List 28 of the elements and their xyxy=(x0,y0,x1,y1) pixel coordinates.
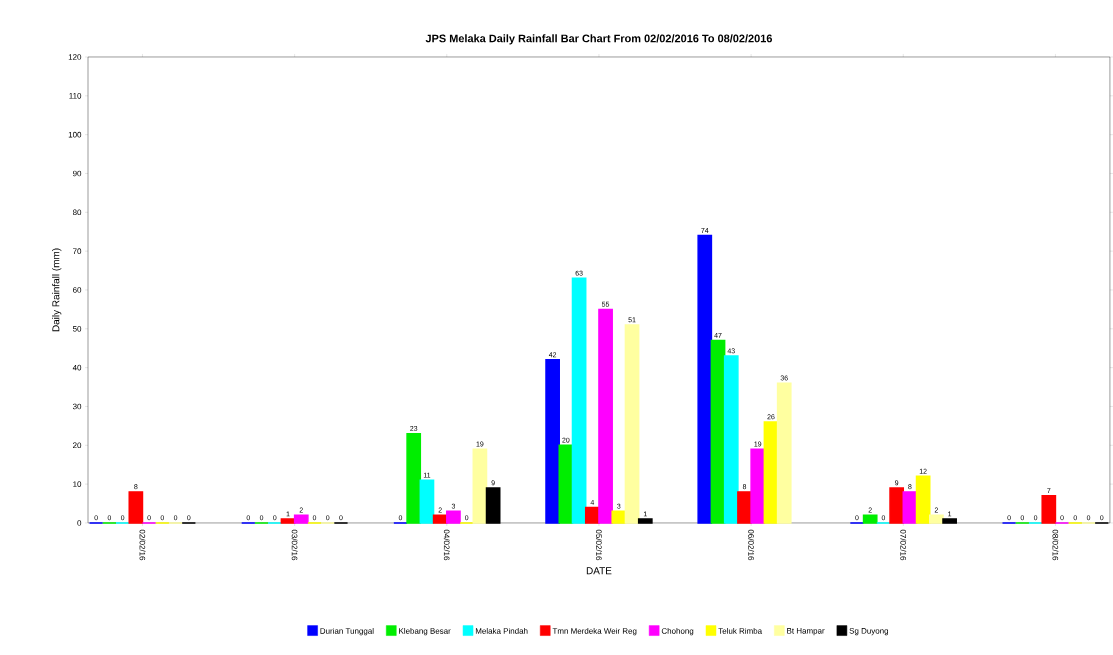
bar xyxy=(406,432,422,524)
chart-title: JPS Melaka Daily Rainfall Bar Chart From 02/02/2016 To 08/02/2016 xyxy=(425,34,773,45)
bar xyxy=(929,514,944,524)
bar xyxy=(432,514,448,524)
bar xyxy=(697,234,713,524)
bar xyxy=(446,510,461,524)
bar xyxy=(128,491,144,524)
bar xyxy=(915,475,931,524)
bar xyxy=(624,324,640,524)
bar xyxy=(545,359,560,524)
bar xyxy=(889,487,905,524)
bar xyxy=(776,382,792,524)
bar xyxy=(558,444,574,524)
bar xyxy=(723,355,739,524)
bar xyxy=(862,514,878,524)
bar xyxy=(419,479,435,524)
bar xyxy=(902,491,918,524)
bar xyxy=(598,308,613,524)
bar xyxy=(472,448,488,524)
y-axis-title: Daily Rainfall (mm) xyxy=(52,248,62,332)
bar xyxy=(280,518,296,524)
x-axis-title: DATE xyxy=(586,567,612,575)
bar xyxy=(750,448,766,524)
bar xyxy=(571,277,587,524)
bar xyxy=(611,510,627,524)
bar xyxy=(293,514,309,524)
bar xyxy=(737,491,752,524)
bar xyxy=(1041,495,1057,524)
